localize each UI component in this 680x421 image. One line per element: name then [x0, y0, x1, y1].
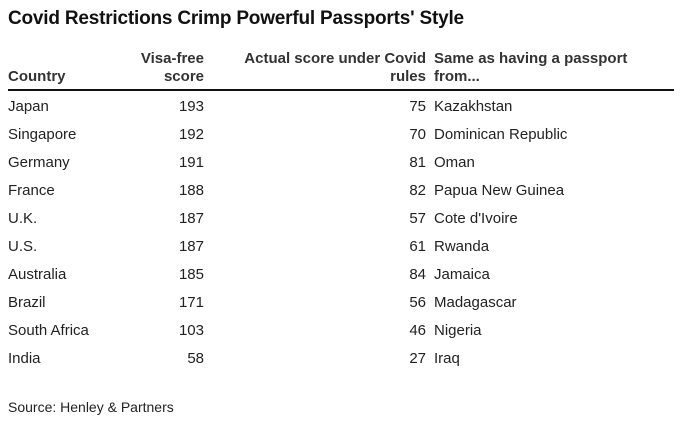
cell-country: Germany: [8, 154, 70, 171]
cell-spacer: [204, 233, 216, 261]
cell-same-as: Nigeria: [434, 322, 482, 339]
table-row: Singapore 192 70 Dominican Republic: [8, 121, 674, 149]
cell-actual-score: 27: [409, 350, 426, 367]
cell-visa-free-score: 185: [178, 266, 204, 283]
cell-spacer: [426, 177, 434, 205]
cell-spacer: [204, 289, 216, 317]
cell-spacer: [204, 205, 216, 233]
cell-actual-score: 82: [409, 182, 426, 199]
cell-same-as: Oman: [434, 154, 475, 171]
cell-visa-free-score: 187: [178, 210, 204, 227]
cell-visa-free-score: 103: [178, 322, 204, 339]
cell-spacer: [204, 149, 216, 177]
cell-same-as: Iraq: [434, 350, 460, 367]
cell-actual-score: 56: [409, 294, 426, 311]
cell-same-as: Jamaica: [434, 266, 490, 283]
column-spacer: [426, 50, 434, 91]
cell-actual-score: 61: [409, 238, 426, 255]
cell-actual-score: 81: [409, 154, 426, 171]
cell-visa-free-score: 58: [187, 350, 204, 367]
table-row: France 188 82 Papua New Guinea: [8, 177, 674, 205]
column-header-country: Country: [8, 50, 118, 91]
table-header-row: Country Visa-free score Actual score und…: [8, 50, 674, 91]
cell-actual-score: 57: [409, 210, 426, 227]
cell-actual-score: 70: [409, 126, 426, 143]
cell-same-as: Madagascar: [434, 294, 517, 311]
cell-country: France: [8, 182, 55, 199]
cell-spacer: [426, 317, 434, 345]
cell-spacer: [426, 261, 434, 289]
column-header-same-as: Same as having a passport from...: [434, 50, 674, 91]
table-row: U.S. 187 61 Rwanda: [8, 233, 674, 261]
table-row: Japan 193 75 Kazakhstan: [8, 90, 674, 121]
passport-table: Country Visa-free score Actual score und…: [8, 50, 674, 373]
cell-spacer: [426, 90, 434, 121]
cell-country: Brazil: [8, 294, 46, 311]
cell-spacer: [204, 261, 216, 289]
page-title: Covid Restrictions Crimp Powerful Passpo…: [8, 8, 464, 29]
cell-country: U.S.: [8, 238, 38, 255]
cell-same-as: Dominican Republic: [434, 126, 568, 143]
cell-visa-free-score: 193: [178, 98, 204, 115]
cell-spacer: [204, 345, 216, 373]
cell-spacer: [426, 121, 434, 149]
cell-actual-score: 84: [409, 266, 426, 283]
table-row: U.K. 187 57 Cote d'Ivoire: [8, 205, 674, 233]
cell-visa-free-score: 192: [178, 126, 204, 143]
column-header-actual-score: Actual score under Covid rules: [216, 50, 426, 91]
cell-actual-score: 75: [409, 98, 426, 115]
cell-same-as: Cote d'Ivoire: [434, 210, 518, 227]
cell-spacer: [204, 177, 216, 205]
cell-same-as: Kazakhstan: [434, 98, 513, 115]
cell-spacer: [426, 233, 434, 261]
table-row: Brazil 171 56 Madagascar: [8, 289, 674, 317]
cell-visa-free-score: 188: [178, 182, 204, 199]
table-row: South Africa 103 46 Nigeria: [8, 317, 674, 345]
cell-spacer: [426, 345, 434, 373]
cell-country: India: [8, 350, 41, 367]
cell-country: Singapore: [8, 126, 77, 143]
cell-same-as: Rwanda: [434, 238, 490, 255]
cell-visa-free-score: 171: [178, 294, 204, 311]
cell-country: Australia: [8, 266, 67, 283]
cell-spacer: [204, 121, 216, 149]
cell-spacer: [426, 289, 434, 317]
cell-same-as: Papua New Guinea: [434, 182, 565, 199]
source-note: Source: Henley & Partners: [8, 399, 174, 415]
cell-spacer: [204, 317, 216, 345]
cell-country: Japan: [8, 98, 49, 115]
cell-actual-score: 46: [409, 322, 426, 339]
column-header-visa-free: Visa-free score: [118, 50, 204, 91]
cell-country: U.K.: [8, 210, 38, 227]
cell-visa-free-score: 187: [178, 238, 204, 255]
cell-country: South Africa: [8, 322, 89, 339]
table-row: India 58 27 Iraq: [8, 345, 674, 373]
table-row: Australia 185 84 Jamaica: [8, 261, 674, 289]
cell-spacer: [204, 90, 216, 121]
column-spacer: [204, 50, 216, 91]
table-body: Japan 193 75 Kazakhstan Singapore 192 70 Domini…: [8, 90, 674, 373]
cell-spacer: [426, 205, 434, 233]
table-row: Germany 191 81 Oman: [8, 149, 674, 177]
cell-visa-free-score: 191: [178, 154, 204, 171]
cell-spacer: [426, 149, 434, 177]
